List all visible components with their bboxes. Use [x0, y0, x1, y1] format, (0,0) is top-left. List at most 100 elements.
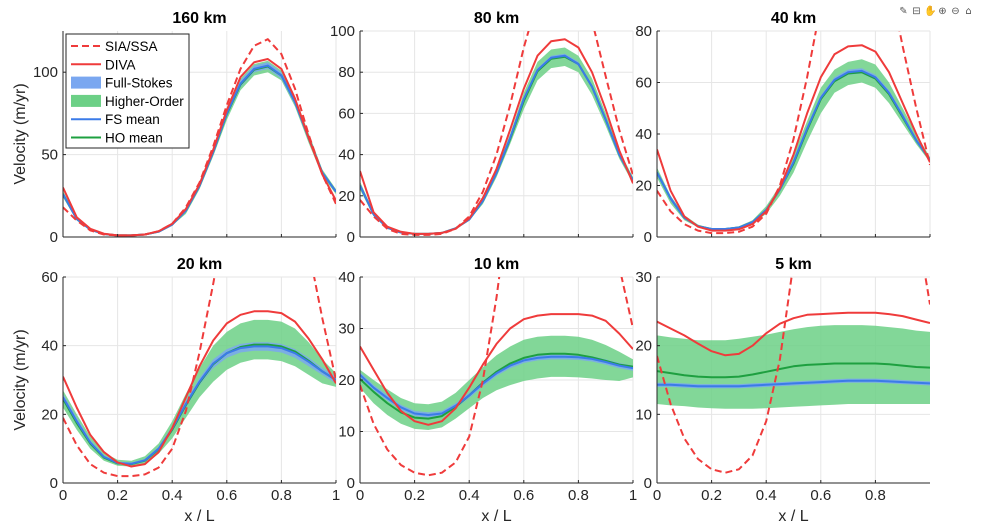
- legend-box: [65, 33, 190, 149]
- diva-line: [360, 38, 633, 235]
- ho-band: [657, 59, 930, 230]
- x-axis-label: x / L: [778, 508, 808, 525]
- panel-5: 0 10 20 30 40 0 0.2 0.4 0.6 0.8 1 10 km x / L: [338, 256, 637, 525]
- diva-line: [360, 313, 633, 426]
- x-tick-label: 0: [653, 487, 661, 504]
- zoom-in-icon[interactable]: ⊕: [938, 6, 947, 17]
- legend: SIA/SSA DIVA Full-Stokes Higher-Order FS mea…: [65, 33, 190, 149]
- y-tick-label: 20: [635, 178, 652, 195]
- y-tick-label: 0: [644, 475, 652, 492]
- y-tick-label: 0: [347, 229, 355, 246]
- legend-label: DIVA: [105, 57, 136, 72]
- y-tick-label: 20: [338, 188, 355, 205]
- y-tick-label: 20: [635, 338, 652, 355]
- legend-label: SIA/SSA: [105, 39, 158, 54]
- y-tick-label: 20: [338, 372, 355, 389]
- x-tick-label: 0.4: [756, 487, 777, 504]
- export-icon[interactable]: ⊟: [912, 6, 921, 17]
- panel-title: 10 km: [474, 256, 519, 273]
- brush-icon[interactable]: ✎: [899, 6, 908, 17]
- y-tick-label: 60: [635, 75, 652, 92]
- x-tick-label: 0.6: [513, 487, 534, 504]
- panel-4: 0 20 40 60 0 0.2 0.4 0.6 0.8 1 20 km x / L Velocity …: [12, 256, 340, 525]
- legend-item-diva: DIVA: [71, 57, 136, 72]
- plot-area: [63, 38, 336, 237]
- home-icon[interactable]: ⌂: [965, 6, 972, 17]
- x-tick-label: 0.4: [162, 487, 183, 504]
- diva-line: [657, 311, 930, 357]
- sia-line: [63, 38, 336, 237]
- ho-mean-line: [657, 71, 930, 230]
- plot-area: [63, 277, 336, 478]
- y-tick-label: 40: [338, 147, 355, 164]
- y-tick-label: 10: [338, 424, 355, 441]
- fs-mean-line: [657, 69, 930, 230]
- panel-title: 80 km: [474, 10, 519, 27]
- x-tick-label: 1: [629, 487, 637, 504]
- ho-band: [63, 319, 336, 467]
- legend-swatch: [71, 76, 101, 89]
- panel-title: 160 km: [172, 10, 226, 27]
- y-tick-label: 40: [338, 269, 355, 286]
- plot-area: [657, 277, 930, 474]
- x-tick-label: 0.2: [701, 487, 722, 504]
- x-tick-label: 0.8: [271, 487, 292, 504]
- y-tick-label: 40: [41, 338, 58, 355]
- figure-toolbar: ✎ ⊟ ✋ ⊕ ⊖ ⌂: [898, 6, 974, 17]
- sia-line: [360, 31, 633, 236]
- y-tick-label: 0: [50, 475, 58, 492]
- x-axis-label: x / L: [184, 508, 214, 525]
- panel-3: 0 20 40 60 80 40 km: [635, 10, 931, 246]
- x-tick-label: 0: [356, 487, 364, 504]
- y-tick-label: 40: [635, 126, 652, 143]
- plot-area: [657, 31, 930, 235]
- zoom-out-icon[interactable]: ⊖: [951, 6, 960, 17]
- panel-2: 0 20 40 60 80 100 80 km: [330, 10, 634, 246]
- x-tick-label: 0.6: [216, 487, 237, 504]
- x-axis-label: x / L: [481, 508, 511, 525]
- y-tick-label: 60: [41, 269, 58, 286]
- legend-swatch: [71, 94, 101, 107]
- y-axis-label: Velocity (m/yr): [12, 329, 29, 430]
- sia-line: [657, 31, 930, 235]
- y-tick-label: 60: [338, 105, 355, 122]
- y-tick-label: 50: [41, 147, 58, 164]
- y-tick-label: 20: [41, 406, 58, 423]
- plot-area: [360, 277, 633, 477]
- x-tick-label: 0.2: [107, 487, 128, 504]
- x-tick-label: 0: [59, 487, 67, 504]
- ho-mean-line: [657, 362, 930, 379]
- diva-line: [657, 44, 930, 232]
- legend-label: HO mean: [105, 131, 163, 146]
- y-tick-label: 0: [50, 229, 58, 246]
- x-tick-label: 0.8: [568, 487, 589, 504]
- legend-label: FS mean: [105, 112, 160, 127]
- fs-mean-line: [360, 355, 633, 416]
- legend-item-fsm: FS mean: [71, 112, 160, 127]
- y-tick-label: 100: [330, 23, 355, 40]
- fs-mean-line: [63, 345, 336, 465]
- panel-6: 0 10 20 30 0 0.2 0.4 0.6 0.8 5 km x / L: [635, 256, 930, 525]
- y-tick-label: 10: [635, 406, 652, 423]
- x-tick-label: 0.8: [865, 487, 886, 504]
- diva-line: [63, 310, 336, 468]
- y-tick-label: 100: [33, 64, 58, 81]
- y-tick-label: 0: [644, 229, 652, 246]
- pan-icon[interactable]: ✋: [924, 6, 937, 17]
- y-tick-label: 80: [635, 23, 652, 40]
- ho-band: [360, 335, 633, 430]
- y-tick-label: 80: [338, 64, 355, 81]
- x-tick-label: 1: [332, 487, 340, 504]
- fs-mean-line: [657, 379, 930, 388]
- panel-1: 0 50 100 160 km Velocity (m/yr): [12, 10, 337, 246]
- sia-line: [360, 277, 633, 477]
- panel-title: 5 km: [775, 256, 811, 273]
- panel-title: 40 km: [771, 10, 816, 27]
- y-axis-label: Velocity (m/yr): [12, 83, 29, 184]
- sia-line: [63, 277, 336, 478]
- ho-band: [360, 47, 633, 234]
- legend-item-sia: SIA/SSA: [71, 39, 158, 54]
- x-tick-label: 0.4: [459, 487, 480, 504]
- legend-label: Full-Stokes: [105, 76, 173, 91]
